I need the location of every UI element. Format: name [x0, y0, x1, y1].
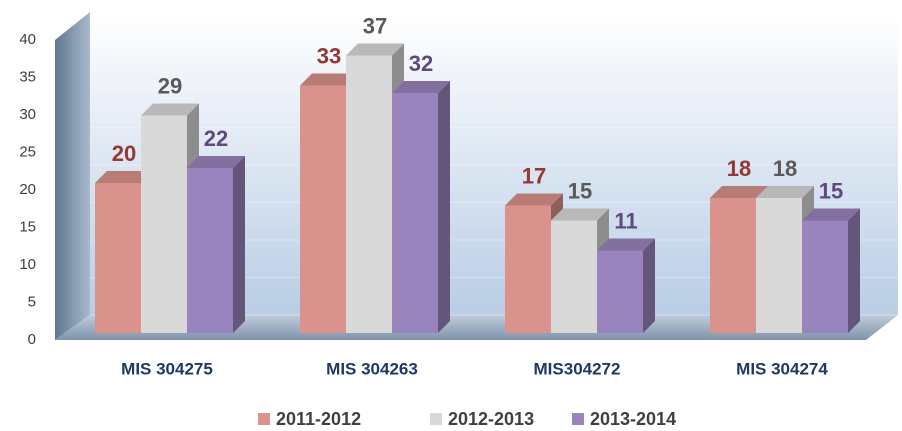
value-label: 29: [158, 73, 182, 98]
bar-top-shade: [346, 43, 404, 56]
bar-top-shade: [392, 81, 450, 93]
value-label: 22: [204, 126, 228, 151]
value-label: 11: [614, 208, 637, 233]
bar-top-shade: [710, 186, 768, 198]
bar-top: [392, 81, 450, 93]
side-wall: [55, 12, 90, 340]
bar-side: [848, 208, 860, 333]
legend-swatch: [258, 413, 270, 425]
bar-top: [710, 186, 768, 198]
y-tick-label: 35: [19, 68, 36, 85]
back-wall: [90, 12, 898, 315]
bar-top-shade: [95, 171, 153, 183]
bar: [95, 183, 141, 333]
bar-top: [141, 103, 199, 116]
y-tick-label: 10: [19, 256, 36, 273]
bar: [141, 115, 187, 333]
bar-side: [233, 156, 245, 333]
y-tick-label: 15: [19, 218, 36, 235]
bar-side-shade: [848, 208, 860, 333]
legend-swatch: [430, 413, 442, 425]
y-tick-label: 20: [19, 181, 36, 198]
x-tick-label: MIS 304263: [326, 359, 418, 378]
bar-top: [187, 156, 245, 168]
y-tick-label: 5: [28, 293, 36, 310]
legend-label: 2011-2012: [276, 409, 361, 429]
bar-side-shade: [233, 156, 245, 333]
bar-top-shade: [187, 156, 245, 168]
bar-side-shade: [438, 81, 450, 333]
bar: [597, 250, 643, 333]
value-label: 18: [727, 156, 751, 181]
bar: [346, 55, 392, 333]
legend-label: 2012-2013: [448, 409, 534, 429]
value-label: 15: [819, 178, 843, 203]
bar-top-shade: [141, 103, 199, 116]
bar-top: [551, 208, 609, 221]
bar-side-shade: [643, 238, 655, 333]
bar-top: [802, 208, 860, 221]
bar-top: [505, 193, 563, 206]
value-label: 20: [112, 141, 136, 166]
bar-top-shade: [551, 208, 609, 221]
bar-top: [756, 186, 814, 198]
y-tick-label: 40: [19, 31, 36, 48]
value-label: 32: [409, 51, 433, 76]
bar: [756, 198, 802, 333]
bar-top-shade: [300, 73, 358, 86]
bar: [187, 168, 233, 333]
value-label: 15: [568, 178, 592, 203]
bar: [505, 205, 551, 333]
floor: [55, 315, 898, 340]
bar-side: [643, 238, 655, 333]
x-tick-label: MIS 304275: [121, 359, 213, 378]
bar-side: [438, 81, 450, 333]
bar: [392, 93, 438, 333]
value-label: 18: [773, 156, 797, 181]
value-label: 17: [522, 163, 546, 188]
y-tick-label: 0: [28, 331, 36, 348]
bar: [551, 220, 597, 333]
bar-top-shade: [802, 208, 860, 221]
bar-top: [346, 43, 404, 56]
bar: [802, 220, 848, 333]
bar-top-shade: [756, 186, 814, 198]
legend-label: 2013-2014: [590, 409, 676, 429]
y-tick-label: 25: [19, 143, 36, 160]
x-tick-label: MIS 304274: [736, 359, 828, 378]
bar-top-shade: [597, 238, 655, 251]
bar-top: [95, 171, 153, 183]
value-label: 33: [317, 43, 341, 68]
value-label: 37: [363, 13, 387, 38]
bar-top: [300, 73, 358, 86]
bar-top-shade: [505, 193, 563, 206]
y-tick-label: 30: [19, 106, 36, 123]
bar-top: [597, 238, 655, 251]
bar: [710, 198, 756, 333]
bar: [300, 85, 346, 333]
legend-swatch: [572, 413, 584, 425]
x-tick-label: MIS304272: [534, 359, 621, 378]
